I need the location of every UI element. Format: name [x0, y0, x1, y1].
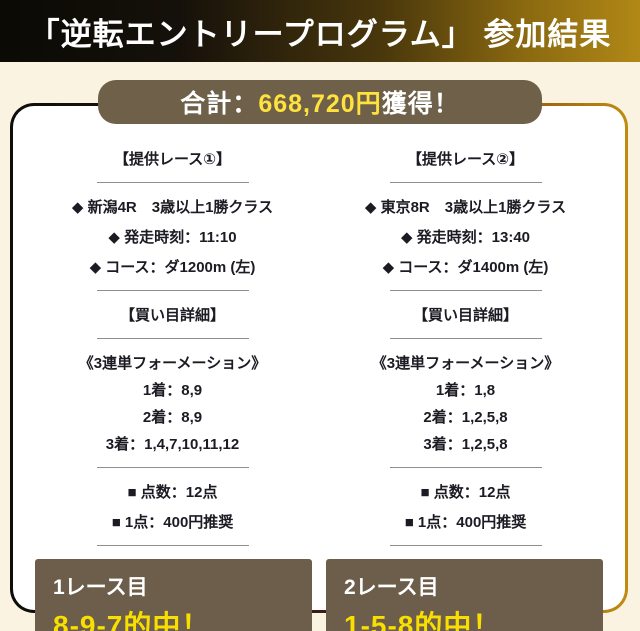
page-title: 「逆転エントリープログラム」 参加結果: [28, 16, 612, 52]
race-1-section-title: 【提供レース①】: [114, 151, 231, 168]
header-banner: 「逆転エントリープログラム」 参加結果: [0, 0, 640, 62]
race-1-bet-second: 2着：8,9: [142, 409, 203, 426]
race-1-name: ◆ 新潟4R 3歳以上1勝クラス: [71, 199, 274, 216]
race-2-course: ◆ コース：ダ1400m (左): [382, 259, 549, 276]
race-2-bet-first: 1着：1,8: [435, 382, 496, 399]
race-1-unit-price: ■ 1点：400円推奨: [111, 514, 234, 531]
divider: [96, 338, 249, 339]
divider: [389, 467, 542, 468]
summary-prefix: 合計：: [180, 90, 259, 118]
race-column-1: 【提供レース①】 ◆ 新潟4R 3歳以上1勝クラス ◆ 発走時刻：11:10 ◆…: [26, 148, 319, 559]
race-1-course: ◆ コース：ダ1200m (左): [89, 259, 256, 276]
divider: [96, 545, 249, 546]
race-columns: 【提供レース①】 ◆ 新潟4R 3歳以上1勝クラス ◆ 発走時刻：11:10 ◆…: [26, 148, 612, 559]
race-1-bet-first: 1着：8,9: [142, 382, 203, 399]
result-1-hit: 8-9-7的中！: [53, 610, 211, 631]
race-2-points: ■ 点数：12点: [420, 484, 511, 501]
divider: [96, 467, 249, 468]
result-2-hit: 1-5-8的中！: [344, 610, 502, 631]
summary-suffix: 獲得！: [381, 90, 460, 118]
divider: [96, 290, 249, 291]
race-2-bet-second: 2着：1,2,5,8: [423, 409, 508, 426]
divider: [96, 182, 249, 183]
race-2-formation-title: 《3連単フォーメーション》: [371, 355, 560, 372]
result-box-1: 1レース目 8-9-7的中！ 830.9×400円＝ 332,360円: [35, 559, 312, 631]
race-1-details-title: 【買い目詳細】: [119, 307, 225, 324]
result-1-label: 1レース目: [53, 576, 148, 599]
race-2-details-title: 【買い目詳細】: [412, 307, 518, 324]
divider: [389, 338, 542, 339]
race-1-formation-title: 《3連単フォーメーション》: [78, 355, 267, 372]
results-card-inner: 【提供レース①】 ◆ 新潟4R 3歳以上1勝クラス ◆ 発走時刻：11:10 ◆…: [13, 106, 625, 631]
result-box-2: 2レース目 1-5-8的中！ 840.9×400円＝ 336,360円: [326, 559, 603, 631]
divider: [389, 182, 542, 183]
race-2-bet-third: 3着：1,2,5,8: [423, 436, 508, 453]
race-1-start-time: ◆ 発走時刻：11:10: [108, 229, 237, 246]
results-card: 【提供レース①】 ◆ 新潟4R 3歳以上1勝クラス ◆ 発走時刻：11:10 ◆…: [10, 103, 628, 631]
race-2-section-title: 【提供レース②】: [407, 151, 524, 168]
results-row: 1レース目 8-9-7的中！ 830.9×400円＝ 332,360円 2レース…: [35, 559, 603, 631]
race-2-name: ◆ 東京8R 3歳以上1勝クラス: [364, 199, 567, 216]
race-2-unit-price: ■ 1点：400円推奨: [404, 514, 527, 531]
divider: [389, 290, 542, 291]
race-2-start-time: ◆ 発走時刻：13:40: [400, 229, 531, 246]
race-1-points: ■ 点数：12点: [127, 484, 218, 501]
total-summary-pill: 合計： 668,720円 獲得！: [98, 80, 542, 124]
summary-amount: 668,720円: [258, 90, 382, 118]
divider: [389, 545, 542, 546]
result-2-label: 2レース目: [344, 576, 439, 599]
race-1-bet-third: 3着：1,4,7,10,11,12: [105, 436, 240, 453]
race-column-2: 【提供レース②】 ◆ 東京8R 3歳以上1勝クラス ◆ 発走時刻：13:40 ◆…: [319, 148, 612, 559]
